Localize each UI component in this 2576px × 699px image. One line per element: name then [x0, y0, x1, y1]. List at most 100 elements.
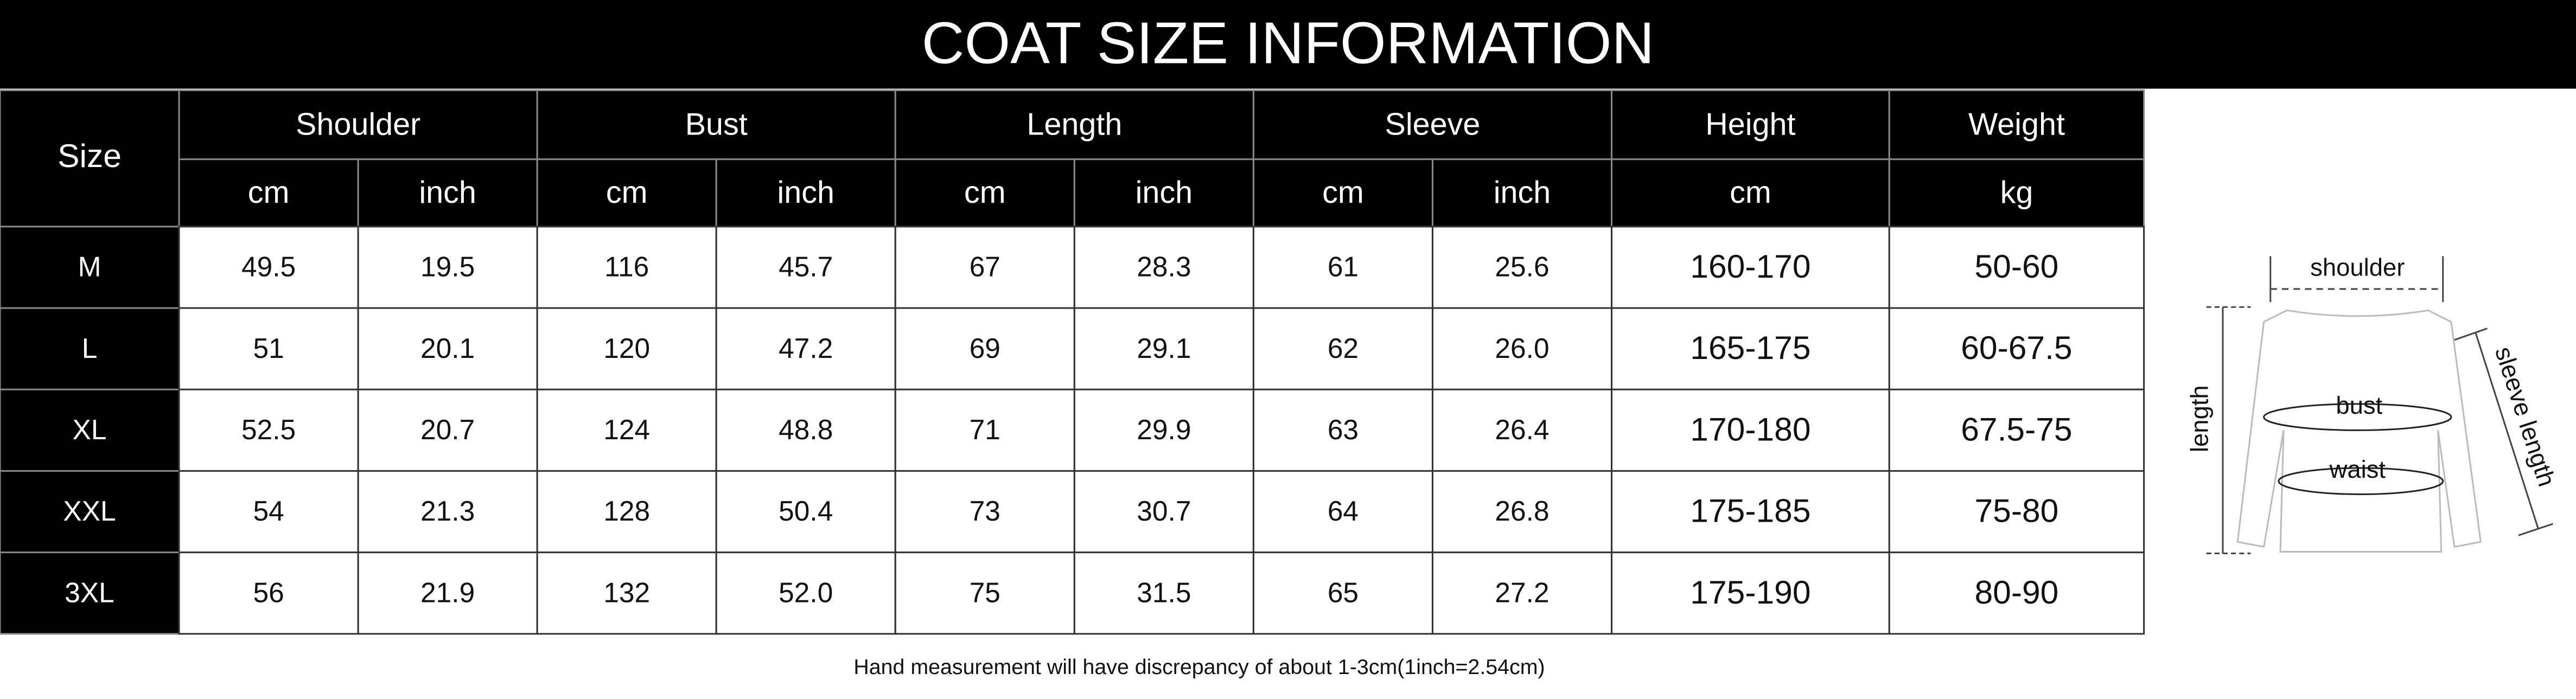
size-label: XXL: [63, 495, 116, 527]
cell: [1431, 388, 1613, 472]
cell-value: 20.7: [420, 414, 475, 445]
cell-value: 160-170: [1690, 248, 1810, 285]
diagram-label: bust: [2336, 392, 2382, 419]
cell-value: 124: [603, 414, 650, 445]
cell: [536, 158, 717, 228]
cell-value: 26.4: [1495, 414, 1549, 445]
bust-ellipse: [2263, 403, 2452, 431]
cell: [894, 89, 1254, 161]
waist-ellipse: [2278, 467, 2444, 495]
cell-value: 28.3: [1137, 251, 1191, 283]
header-label: Shoulder: [296, 107, 420, 142]
cell: [1073, 551, 1254, 635]
cell: [178, 307, 359, 390]
cell: [178, 551, 359, 635]
header-label: Sleeve: [1385, 107, 1481, 142]
cell-value: 75: [970, 576, 1000, 608]
size-label: L: [82, 332, 98, 364]
cell-value: 51: [253, 332, 284, 364]
cell: [1611, 89, 1890, 161]
cell-value: 52.0: [779, 576, 833, 608]
cell: [1252, 226, 1433, 309]
cell: [715, 470, 896, 554]
cell: [178, 470, 359, 554]
size-label: XL: [73, 414, 107, 445]
cell-value: 30.7: [1137, 495, 1191, 527]
cell-value: 175-190: [1690, 574, 1810, 611]
cell: [1611, 551, 1890, 635]
cell-value: 132: [603, 576, 650, 608]
cell: [1252, 551, 1433, 635]
cell: [1073, 307, 1254, 390]
cell-value: 71: [970, 414, 1000, 445]
cell: [1611, 226, 1890, 309]
cell-value: 29.9: [1137, 414, 1191, 445]
cell: [894, 158, 1075, 228]
cell-value: 31.5: [1137, 576, 1191, 608]
size-label: 3XL: [65, 576, 114, 608]
header-label: Bust: [685, 107, 748, 142]
cell-value: 67.5-75: [1961, 411, 2072, 447]
cell-value: 63: [1328, 414, 1359, 445]
size-label: M: [78, 251, 101, 283]
cell: [894, 551, 1075, 635]
cell: [1888, 388, 2145, 472]
cell-value: 69: [970, 332, 1000, 364]
cell-value: 56: [253, 576, 284, 608]
footnote: Hand measurement will have discrepancy o…: [853, 655, 1545, 679]
cell: [536, 551, 717, 635]
cell-value: 45.7: [779, 251, 833, 283]
header-label: Weight: [1968, 107, 2065, 142]
header-label: Size: [58, 137, 122, 174]
cell: [1611, 158, 1890, 228]
cell-value: 52.5: [241, 414, 296, 445]
cell: [536, 89, 896, 161]
cell-value: 165-175: [1690, 329, 1810, 366]
cell: [1888, 551, 2145, 635]
cell: [0, 551, 180, 635]
sleeve-end: [2518, 523, 2554, 536]
cell-value: 61: [1328, 251, 1359, 283]
cell: [1252, 158, 1433, 228]
cell-value: 75-80: [1975, 492, 2059, 529]
cell: [178, 158, 359, 228]
cell-value: 116: [604, 251, 649, 283]
coat-diagram: [2206, 256, 2554, 554]
cell-value: 20.1: [420, 332, 475, 364]
cell: [357, 470, 538, 554]
cell-value: 170-180: [1690, 411, 1810, 447]
unit-label: inch: [1494, 175, 1551, 210]
diagram-label: length: [2186, 385, 2214, 452]
cell-value: 175-185: [1690, 492, 1810, 529]
unit-label: inch: [777, 175, 835, 210]
cell: [1252, 388, 1433, 472]
cell: [0, 226, 180, 309]
cell-value: 73: [970, 495, 1000, 527]
cell-value: 64: [1328, 495, 1359, 527]
cell-value: 50.4: [779, 495, 833, 527]
cell-value: 49.5: [241, 251, 296, 283]
cell-value: 21.3: [420, 495, 475, 527]
header-label: Height: [1705, 107, 1795, 142]
cell-value: 48.8: [779, 414, 833, 445]
cell: [1888, 89, 2145, 161]
cell-value: 65: [1328, 576, 1359, 608]
cell: [357, 551, 538, 635]
sleeve-end: [2454, 328, 2488, 341]
cell-value: 27.2: [1495, 576, 1549, 608]
sleeve-line: [2475, 333, 2539, 529]
unit-label: kg: [2000, 175, 2033, 210]
cell: [1431, 226, 1613, 309]
diagram-label: waist: [2329, 456, 2386, 483]
cell: [1073, 158, 1254, 228]
header-label: Length: [1026, 107, 1122, 142]
unit-label: cm: [606, 175, 648, 210]
cell: [715, 551, 896, 635]
cell: [1611, 307, 1890, 390]
title: COAT SIZE INFORMATION: [922, 10, 1654, 76]
cell: [894, 307, 1075, 390]
cell-value: 62: [1328, 332, 1359, 364]
cell-value: 54: [253, 495, 284, 527]
cell-value: 50-60: [1975, 248, 2059, 285]
